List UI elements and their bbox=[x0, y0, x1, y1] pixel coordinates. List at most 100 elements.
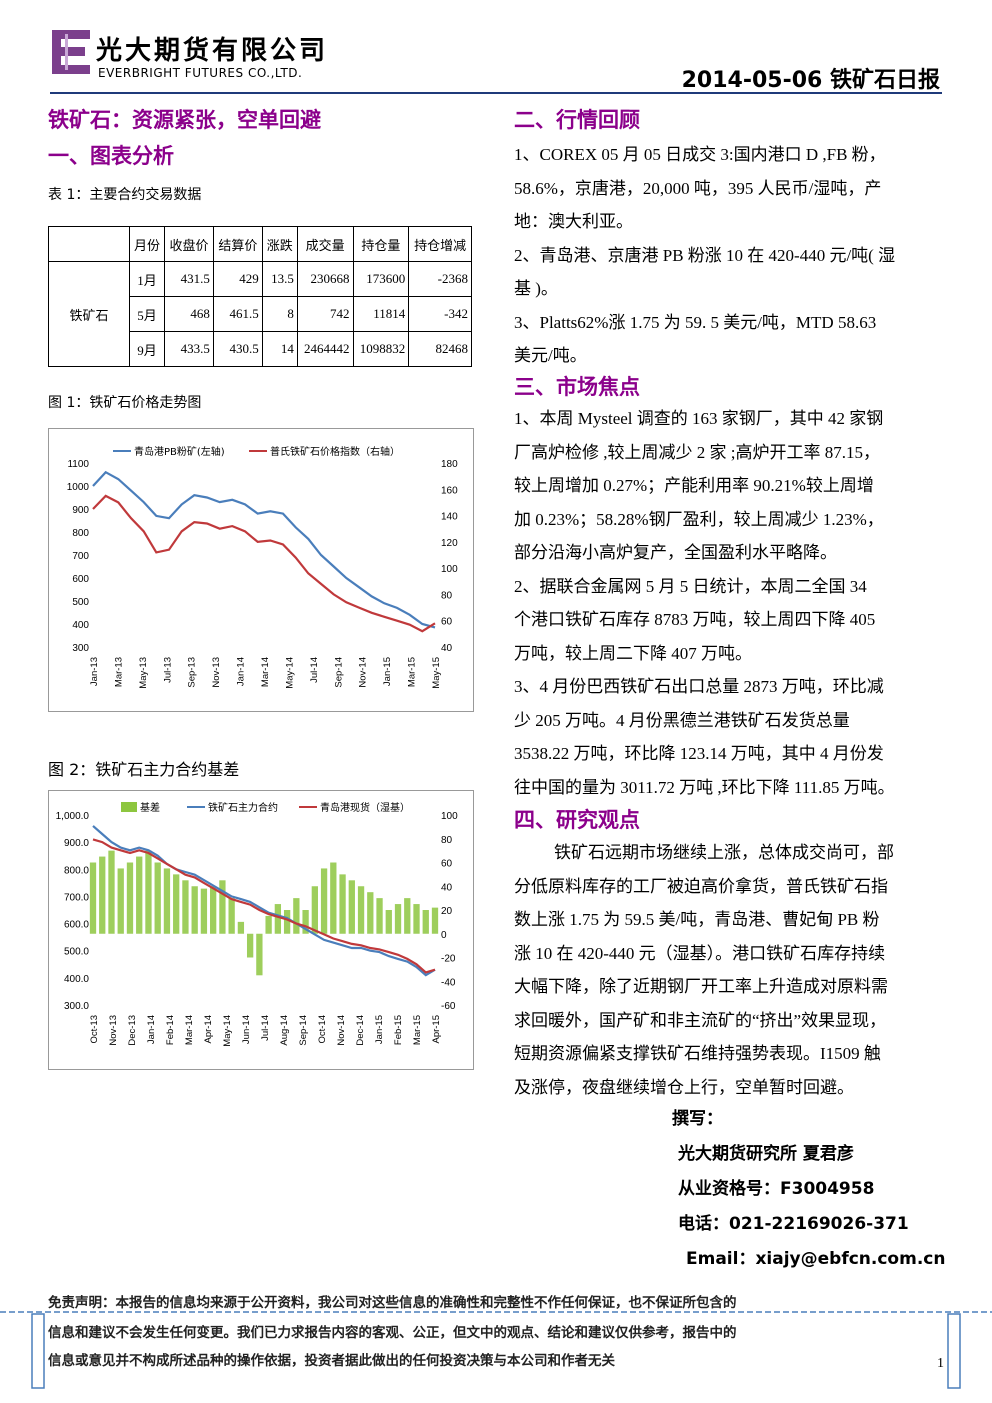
basis-bar bbox=[394, 904, 402, 934]
x-tick-label: Nov-13 bbox=[211, 657, 222, 688]
headline: 铁矿石：资源紧张，空单回避 bbox=[48, 108, 321, 132]
table-corner-cell bbox=[48, 226, 130, 262]
section3-line: 较上周增加 0.27%；产能利用率 90.21%较上周增 bbox=[514, 476, 874, 495]
section3-line: 部分沿海小高炉复产，全国盈利水平略降。 bbox=[514, 543, 837, 562]
table-cell: 430.5 bbox=[212, 331, 263, 367]
table-header-cell: 涨跌 bbox=[261, 226, 298, 262]
section3-title: 三、市场焦点 bbox=[514, 375, 640, 399]
section2-line: 美元/吨。 bbox=[514, 346, 587, 365]
x-tick-label: May-15 bbox=[431, 657, 442, 689]
basis-bar bbox=[274, 904, 282, 934]
y-left-tick-label: 1,000.0 bbox=[56, 811, 90, 822]
basis-bar bbox=[145, 850, 152, 934]
x-tick-label: Oct-13 bbox=[89, 1015, 100, 1044]
section3-line: 往中国的量为 3011.72 万吨 ,环比下降 111.85 万吨。 bbox=[514, 777, 895, 797]
x-tick-label: Nov-14 bbox=[336, 1015, 347, 1046]
figure1-chart-frame: 1100 1000 900 800 700 600 500 400 300 180 160 140 12… bbox=[48, 428, 474, 712]
section3-line: 2、据联合金属网 5 月 5 日统计，本周二全国 34 bbox=[514, 576, 867, 596]
table-cell: 9月 bbox=[128, 331, 166, 367]
basis-bar bbox=[413, 904, 420, 934]
table-caption: 表 1：主要合约交易数据 bbox=[48, 187, 202, 203]
section3-line: 少 205 万吨。4 月份黑德兰港铁矿石发货总量 bbox=[514, 710, 850, 730]
section4-line: 求回暖外，国产矿和非主流矿的“挤出”效果显现， bbox=[514, 1010, 887, 1030]
y-right-tick-label: 60 bbox=[441, 859, 453, 870]
section2-line: 2、青岛港、京唐港 PB 粉涨 10 在 420-440 元/吨( 湿 bbox=[514, 245, 896, 265]
y-right-tick-label: -40 bbox=[441, 977, 456, 988]
disclaimer-line: 信息或意见并不构成所述品种的操作依据，投资者据此做出的任何投资决策与本公司和作者… bbox=[48, 1353, 615, 1369]
basis-bar bbox=[283, 910, 291, 934]
table-cell: 742 bbox=[296, 296, 354, 332]
table-header-cell: 成交量 bbox=[296, 226, 354, 262]
header-divider bbox=[50, 92, 942, 94]
table-cell: 173600 bbox=[352, 261, 410, 297]
table-cell: 8 bbox=[261, 296, 298, 332]
legend-label: 青岛港现货（湿基） bbox=[320, 801, 410, 814]
table-row: 5月 468 461.5 8 742 11814 -342 bbox=[49, 296, 472, 332]
y-right-tick-label: 20 bbox=[441, 906, 453, 917]
basis-bar bbox=[367, 892, 374, 934]
x-tick-label: Apr-15 bbox=[431, 1015, 442, 1044]
section4-line: 大幅下降，除了近期钢厂开工率上升造成对原料需 bbox=[514, 977, 888, 996]
x-tick-label: May-13 bbox=[138, 657, 149, 689]
x-tick-label: Jan-15 bbox=[374, 1015, 385, 1044]
x-tick-label: Oct-14 bbox=[317, 1015, 328, 1044]
y-left-tick-label: 800 bbox=[72, 528, 89, 539]
y-right-tick-label: 100 bbox=[441, 564, 458, 575]
basis-bar bbox=[126, 862, 134, 934]
table-header-cell: 持仓增减 bbox=[408, 226, 472, 262]
section3-body: 1、本周 Mysteel 调查的 163 家钢厂，其中 42 家钢 厂高炉检修 … bbox=[514, 402, 944, 804]
x-tick-label: Aug-14 bbox=[279, 1015, 290, 1046]
author-label: 撰写： bbox=[672, 1109, 723, 1129]
basis-bar bbox=[228, 898, 235, 934]
legend-label: 基差 bbox=[140, 801, 160, 814]
section4-line: 铁矿石远期市场继续上涨，总体成交尚可，部 bbox=[554, 843, 894, 862]
section2-line: 58.6%，京唐港，20,000 吨，395 人民币/湿吨，产 bbox=[514, 178, 882, 198]
section4-line: 涨 10 在 420-440 元（湿基）。港口铁矿石库存持续 bbox=[514, 943, 886, 963]
author-block: 撰写： 光大期货研究所 夏君彦 从业资格号：F3004958 电话：021-22… bbox=[672, 1102, 945, 1277]
basis-bar bbox=[136, 856, 143, 934]
y-right-tick-label: 0 bbox=[441, 930, 447, 941]
author-name: 光大期货研究所 夏君彦 bbox=[678, 1144, 854, 1164]
section3-line: 3538.22 万吨，环比降 123.14 万吨，其中 4 月份发 bbox=[514, 744, 884, 763]
section3-line: 个港口铁矿石库存 8783 万吨，较上周四下降 405 bbox=[514, 610, 876, 629]
x-tick-label: Sep-13 bbox=[187, 657, 198, 688]
basis-bar bbox=[385, 910, 392, 934]
basis-bar bbox=[246, 933, 254, 958]
section3-line: 3、4 月份巴西铁矿石出口总量 2873 万吨，环比减 bbox=[514, 677, 884, 696]
basis-bar bbox=[320, 868, 328, 934]
section4-line: 短期资源偏紧支撑铁矿石维持强势表现。I1509 触 bbox=[514, 1044, 881, 1063]
table-header-cell: 收盘价 bbox=[164, 226, 214, 262]
y-right-tick-label: 120 bbox=[441, 538, 458, 549]
x-tick-label: Feb-14 bbox=[165, 1015, 176, 1045]
x-tick-label: Mar-15 bbox=[412, 1015, 423, 1045]
basis-bar bbox=[200, 888, 208, 934]
y-left-tick-label: 700.0 bbox=[64, 892, 89, 903]
basis-bar bbox=[265, 915, 272, 934]
section4-title: 四、研究观点 bbox=[514, 808, 640, 832]
footer-frame bbox=[0, 1311, 992, 1389]
x-tick-label: Jan-13 bbox=[89, 657, 100, 686]
figure1-caption: 图 1：铁矿石价格走势图 bbox=[48, 395, 202, 411]
table-header-cell: 月份 bbox=[128, 226, 166, 262]
report-title: 2014-05-06 铁矿石日报 bbox=[681, 68, 940, 93]
section2-line: 基 )。 bbox=[514, 279, 558, 298]
x-tick-label: Jan-14 bbox=[236, 657, 247, 686]
x-tick-label: Sep-14 bbox=[298, 1015, 309, 1046]
x-tick-label: Apr-14 bbox=[203, 1015, 214, 1044]
y-left-tick-label: 400.0 bbox=[64, 974, 89, 985]
y-left-tick-label: 400 bbox=[72, 620, 89, 631]
company-logo bbox=[52, 30, 90, 74]
legend-label: 普氏铁矿石价格指数（右轴） bbox=[270, 445, 400, 458]
legend-label: 青岛港PB粉矿(左轴) bbox=[134, 445, 225, 458]
table-cell: 433.5 bbox=[164, 331, 214, 367]
disclaimer: 免责声明：本报告的信息均来源于公开资料，我公司对这些信息的准确性和完整性不作任何… bbox=[48, 1290, 944, 1374]
y-right-tick-label: 140 bbox=[441, 512, 458, 523]
section3-line: 加 0.23%；58.28%钢厂盈利，较上周减少 1.23%， bbox=[514, 509, 884, 529]
section2-line: 地：澳大利亚。 bbox=[514, 212, 633, 231]
y-left-tick-label: 900 bbox=[72, 505, 89, 516]
section2-line: 1、COREX 05 月 05 日成交 3:国内港口 D ,FB 粉， bbox=[514, 145, 886, 164]
basis-bar bbox=[89, 862, 97, 934]
section3-line: 厂高炉检修 ,较上周减少 2 家 ;高炉开工率 87.15， bbox=[514, 442, 880, 462]
table-cell: 230668 bbox=[296, 261, 354, 297]
series-line bbox=[92, 825, 436, 977]
